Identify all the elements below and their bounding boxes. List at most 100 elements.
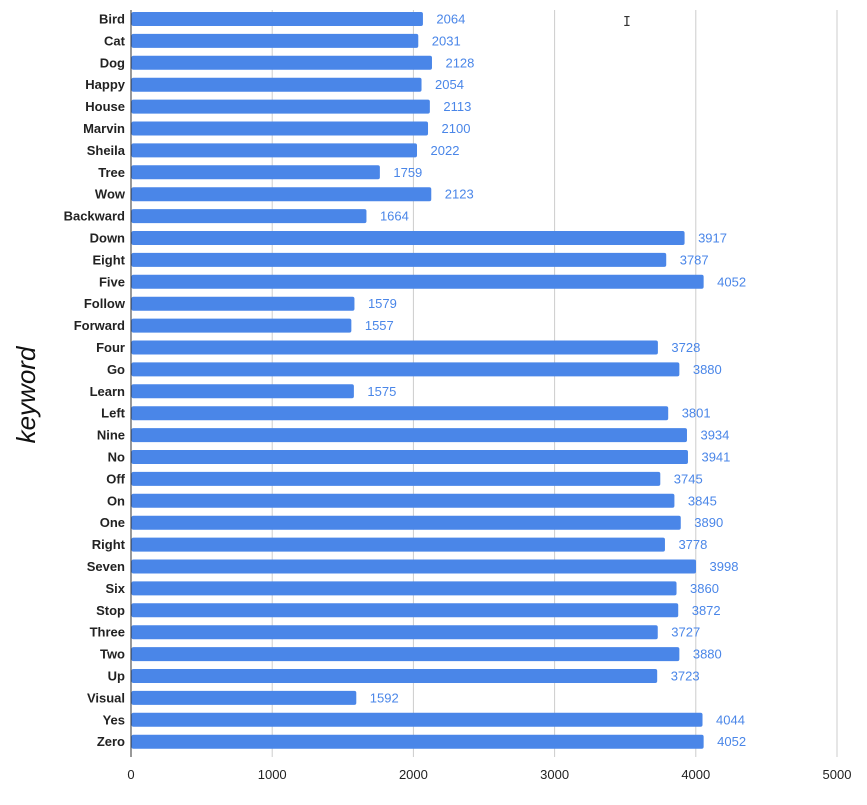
bar-eight <box>131 252 667 267</box>
x-tick-label: 0 <box>127 767 134 782</box>
bar-tree <box>131 165 380 180</box>
category-label: Bird <box>99 12 125 27</box>
category-label: Eight <box>93 252 126 267</box>
value-label: 3727 <box>671 625 700 640</box>
value-label: 3778 <box>678 537 707 552</box>
bar-three <box>131 625 658 640</box>
category-label: On <box>107 493 125 508</box>
bar-on <box>131 493 675 508</box>
bar-off <box>131 471 661 486</box>
category-label: One <box>100 515 125 530</box>
category-label: Backward <box>64 209 125 224</box>
value-label: 3880 <box>693 362 722 377</box>
x-tick-label: 2000 <box>399 767 428 782</box>
value-label: 3745 <box>674 471 703 486</box>
bar-happy <box>131 77 422 92</box>
bar-right <box>131 537 665 552</box>
category-label: Tree <box>98 165 125 180</box>
category-label: Learn <box>90 384 125 399</box>
value-label: 2054 <box>435 77 464 92</box>
bar-house <box>131 99 430 114</box>
value-label: 2064 <box>436 12 465 27</box>
bar-visual <box>131 690 357 705</box>
bar-go <box>131 362 680 377</box>
value-label: 3880 <box>693 647 722 662</box>
category-label: Stop <box>96 603 125 618</box>
bar-six <box>131 581 677 596</box>
value-label: 2022 <box>431 143 460 158</box>
value-label: 3723 <box>671 669 700 684</box>
value-label: 1575 <box>367 384 396 399</box>
category-label: Sheila <box>87 143 126 158</box>
bar-sheila <box>131 143 418 158</box>
value-label: 1759 <box>393 165 422 180</box>
bar-backward <box>131 209 367 224</box>
value-label: 3941 <box>701 450 730 465</box>
category-label: Dog <box>100 55 125 70</box>
category-label: Go <box>107 362 125 377</box>
value-label: 2031 <box>432 33 461 48</box>
bar-up <box>131 669 658 683</box>
category-label: Marvin <box>83 121 125 136</box>
y-axis-title: keyword <box>11 345 41 443</box>
value-label: 2100 <box>442 121 471 136</box>
category-label: Five <box>99 274 125 289</box>
bar-two <box>131 647 680 662</box>
value-label: 3872 <box>692 603 721 618</box>
bar-learn <box>131 384 354 399</box>
category-label: Three <box>90 625 125 640</box>
category-label: House <box>85 99 125 114</box>
category-label: Right <box>92 537 126 552</box>
category-label: Seven <box>87 559 125 574</box>
bar-stop <box>131 603 679 618</box>
category-label: Up <box>108 669 125 684</box>
category-label: Wow <box>95 187 126 202</box>
bars <box>131 12 704 749</box>
value-label: 2123 <box>445 187 474 202</box>
value-label: 1592 <box>370 690 399 705</box>
bar-four <box>131 340 658 355</box>
bar-yes <box>131 712 703 727</box>
category-label: Visual <box>87 690 125 705</box>
bar-no <box>131 450 688 464</box>
x-tick-label: 4000 <box>681 767 710 782</box>
value-label: 1664 <box>380 209 409 224</box>
category-label: Down <box>90 231 125 246</box>
bar-left <box>131 406 669 421</box>
value-label: 2128 <box>445 55 474 70</box>
value-label: 3890 <box>694 515 723 530</box>
value-label: 3860 <box>690 581 719 596</box>
value-label: 1557 <box>365 318 394 333</box>
value-label: 3801 <box>682 406 711 421</box>
text-cursor-icon: I <box>623 15 631 30</box>
value-label: 4052 <box>717 734 746 749</box>
bar-one <box>131 515 681 530</box>
category-label: Follow <box>84 296 126 311</box>
value-label: 4044 <box>716 712 745 727</box>
x-tick-label: 5000 <box>823 767 852 782</box>
bar-zero <box>131 734 704 749</box>
value-label: 1579 <box>368 296 397 311</box>
value-label: 3934 <box>700 428 729 443</box>
bar-five <box>131 274 704 289</box>
bar-wow <box>131 187 432 202</box>
bar-nine <box>131 428 687 443</box>
category-label: No <box>108 450 125 465</box>
value-label: 3845 <box>688 493 717 508</box>
category-label: Forward <box>74 318 125 333</box>
category-label: Left <box>101 406 126 421</box>
x-axis-ticks: 0 1000 2000 3000 4000 5000 <box>127 767 851 782</box>
category-label: Six <box>105 581 125 596</box>
category-label: Four <box>96 340 125 355</box>
value-label: 3917 <box>698 231 727 246</box>
category-label: Off <box>106 471 125 486</box>
category-label: Cat <box>104 33 126 48</box>
category-label: Nine <box>97 428 125 443</box>
category-label: Zero <box>97 734 125 749</box>
bar-marvin <box>131 121 429 136</box>
bar-dog <box>131 55 432 70</box>
category-label: Yes <box>103 712 125 727</box>
labels: Bird 2064 Cat 2031 Dog 2128 Happy 2054 House 2113… <box>64 12 746 750</box>
x-tick-label: 3000 <box>540 767 569 782</box>
